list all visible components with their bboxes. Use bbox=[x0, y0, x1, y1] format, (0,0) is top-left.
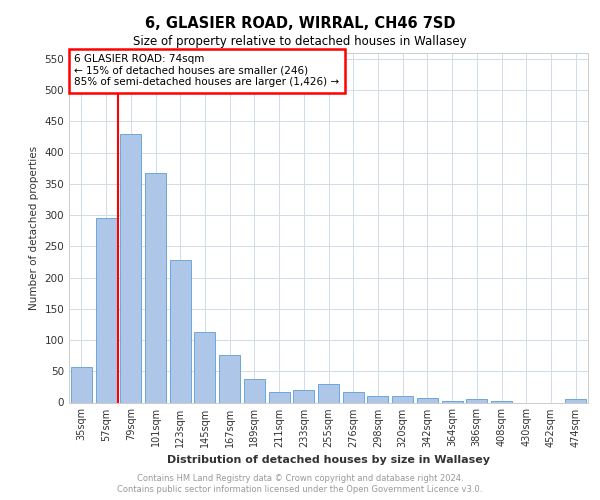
Bar bbox=[269, 392, 290, 402]
Bar bbox=[318, 384, 339, 402]
X-axis label: Distribution of detached houses by size in Wallasey: Distribution of detached houses by size … bbox=[167, 455, 490, 465]
Bar bbox=[244, 379, 265, 402]
Text: Size of property relative to detached houses in Wallasey: Size of property relative to detached ho… bbox=[133, 35, 467, 48]
Bar bbox=[194, 332, 215, 402]
Bar bbox=[170, 260, 191, 402]
Text: Contains HM Land Registry data © Crown copyright and database right 2024.
Contai: Contains HM Land Registry data © Crown c… bbox=[118, 474, 482, 494]
Bar bbox=[343, 392, 364, 402]
Bar bbox=[293, 390, 314, 402]
Bar bbox=[466, 400, 487, 402]
Bar bbox=[442, 400, 463, 402]
Bar bbox=[392, 396, 413, 402]
Text: 6 GLASIER ROAD: 74sqm
← 15% of detached houses are smaller (246)
85% of semi-det: 6 GLASIER ROAD: 74sqm ← 15% of detached … bbox=[74, 54, 340, 88]
Bar bbox=[71, 367, 92, 402]
Bar bbox=[145, 173, 166, 402]
Bar bbox=[120, 134, 141, 402]
Y-axis label: Number of detached properties: Number of detached properties bbox=[29, 146, 39, 310]
Bar bbox=[491, 401, 512, 402]
Text: 6, GLASIER ROAD, WIRRAL, CH46 7SD: 6, GLASIER ROAD, WIRRAL, CH46 7SD bbox=[145, 16, 455, 32]
Bar bbox=[417, 398, 438, 402]
Bar bbox=[565, 400, 586, 402]
Bar bbox=[367, 396, 388, 402]
Bar bbox=[219, 355, 240, 403]
Bar bbox=[95, 218, 116, 402]
